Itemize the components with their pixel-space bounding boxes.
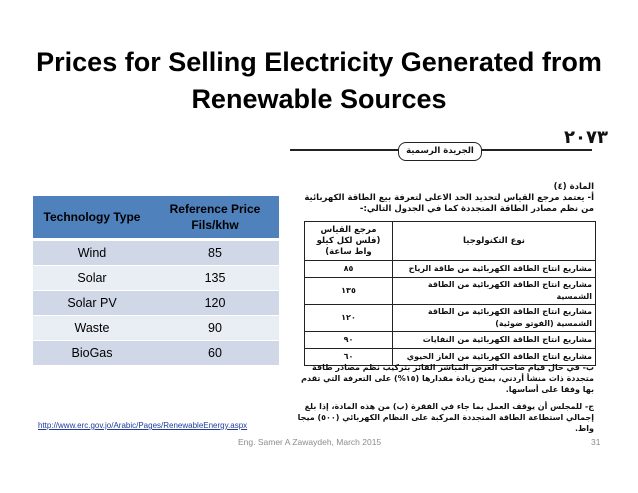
gazette-notes: ب- في حال قيام صاحب العرض المباشر الفائز… <box>294 362 594 440</box>
gazette-note-b: ب- في حال قيام صاحب العرض المباشر الفائز… <box>301 363 594 394</box>
table-row: Wind 85 <box>33 239 279 266</box>
gazette-page-number: ٢٠٧٣ <box>564 127 608 148</box>
gazette-value-cell: ٩٠ <box>304 331 393 349</box>
gazette-header-label: الجريدة الرسمية <box>398 142 482 161</box>
gazette-technology-cell: مشاريع انتاج الطاقة الكهربائية من الطاقة… <box>392 277 596 305</box>
gazette-table-row: مشاريع انتاج الطاقة الكهربائية من الغاز … <box>304 348 596 366</box>
gazette-article-heading: المادة (٤) <box>553 182 594 192</box>
gazette-table-row: مشاريع انتاج الطاقة الكهربائية من الطاقة… <box>304 277 596 305</box>
technology-cell: Waste <box>33 315 151 341</box>
technology-cell: Wind <box>33 239 151 266</box>
reference-price-table: Technology Type Reference Price Fils/khw… <box>33 196 279 365</box>
price-cell: 60 <box>151 340 279 365</box>
price-cell: 85 <box>151 239 279 266</box>
table-row: Solar PV 120 <box>33 290 279 316</box>
price-cell: 90 <box>151 315 279 341</box>
gazette-value-cell: ١٢٠ <box>304 304 393 332</box>
technology-cell: Solar PV <box>33 290 151 316</box>
gazette-technology-cell: مشاريع انتاج الطاقة الكهربائية من النفاي… <box>392 331 596 349</box>
gazette-value-cell: ٦٠ <box>304 348 393 366</box>
gazette-table-row: مشاريع انتاج الطاقة الكهربائية من طاقة ا… <box>304 260 596 278</box>
slide-title: Prices for Selling Electricity Generated… <box>36 47 602 114</box>
price-cell: 135 <box>151 265 279 291</box>
gazette-technology-cell: مشاريع انتاج الطاقة الكهربائية من الغاز … <box>392 348 596 366</box>
technology-cell: BioGas <box>33 340 151 365</box>
gazette-table-header-row: نوع التكنولوجيا مرجع القياس (فلس لكل كيل… <box>304 221 596 261</box>
gazette-header-technology: نوع التكنولوجيا <box>392 221 596 261</box>
gazette-table-row: مشاريع انتاج الطاقة الكهربائية من النفاي… <box>304 331 596 349</box>
gazette-value-cell: ١٣٥ <box>304 277 393 305</box>
gazette-value-cell: ٨٥ <box>304 260 393 278</box>
header-technology-type: Technology Type <box>33 196 151 241</box>
gazette-table-row: مشاريع انتاج الطاقة الكهربائية من الطاقة… <box>304 304 596 332</box>
table-row: BioGas 60 <box>33 340 279 365</box>
gazette-note-c: ج- للمجلس أن يوقف العمل بما جاء في الفقر… <box>297 402 594 433</box>
gazette-technology-cell: مشاريع انتاج الطاقة الكهربائية من طاقة ا… <box>392 260 596 278</box>
slide-page-number: 31 <box>591 437 601 447</box>
gazette-header-reference: مرجع القياس (فلس لكل كيلو واط ساعة) <box>304 221 393 261</box>
gazette-intro-text: أ- يعتمد مرجع القياس لتحديد الحد الاعلى … <box>304 193 594 214</box>
table-row: Waste 90 <box>33 315 279 341</box>
source-link[interactable]: http://www.erc.gov.jo/Arabic/Pages/Renew… <box>38 421 248 430</box>
gazette-technology-cell: مشاريع انتاج الطاقة الكهربائية من الطاقة… <box>392 304 596 332</box>
table-row: Solar 135 <box>33 265 279 291</box>
header-reference-price: Reference Price Fils/khw <box>151 196 279 241</box>
price-cell: 120 <box>151 290 279 316</box>
gazette-scan: ٢٠٧٣ الجريدة الرسمية المادة (٤) أ- يعتمد… <box>290 122 608 436</box>
footer-author: Eng. Samer A Zawaydeh, March 2015 <box>238 437 382 447</box>
technology-cell: Solar <box>33 265 151 291</box>
table-header-row: Technology Type Reference Price Fils/khw <box>33 196 279 241</box>
gazette-price-table: نوع التكنولوجيا مرجع القياس (فلس لكل كيل… <box>304 221 596 366</box>
